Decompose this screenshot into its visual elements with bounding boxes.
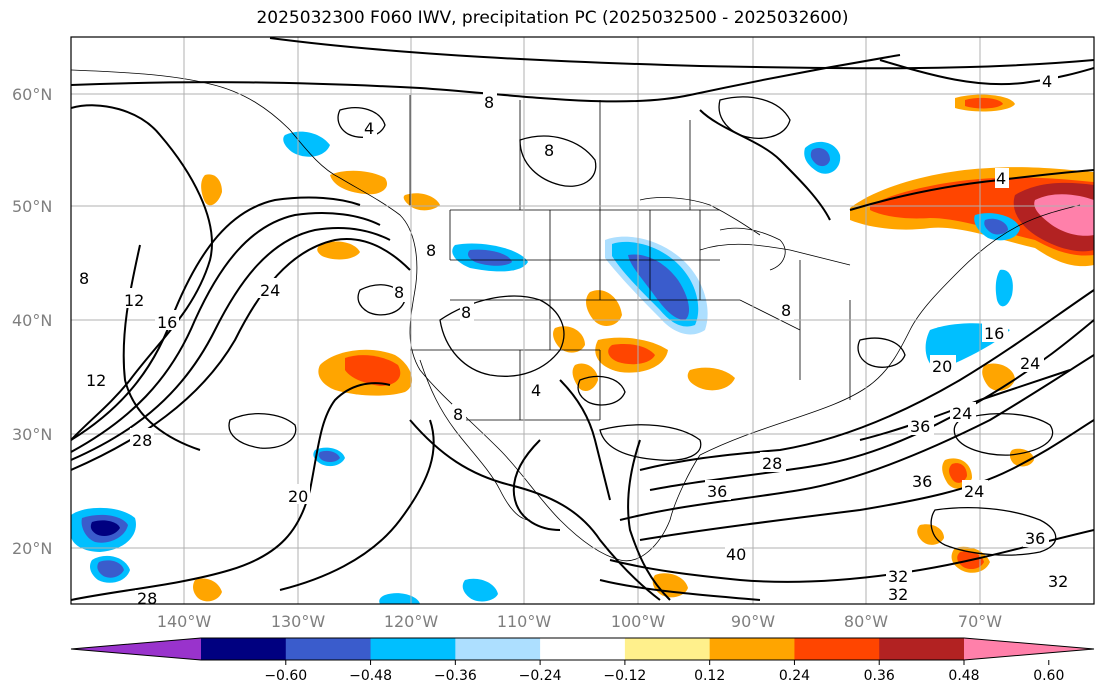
contour-label: 8 (453, 405, 463, 424)
contour-label: 36 (910, 417, 930, 436)
lat-label: 20°N (12, 539, 52, 558)
lat-label: 30°N (12, 425, 52, 444)
contour-label: 8 (544, 141, 554, 160)
contour-label: 16 (984, 324, 1004, 343)
colorbar-segment (285, 638, 372, 660)
colorbar-tick-label: 0.24 (779, 668, 810, 684)
colorbar-segment (370, 638, 456, 660)
contour-label: 32 (888, 567, 908, 586)
contour-label: 8 (461, 303, 471, 322)
contour-label: 28 (137, 589, 157, 608)
contour-label: 24 (260, 281, 280, 300)
contour-label: 24 (952, 404, 972, 423)
colorbar-tick-label: 0.12 (694, 668, 725, 684)
colorbar-extend-max (964, 638, 1094, 660)
lat-label: 50°N (12, 197, 52, 216)
lat-label: 40°N (12, 311, 52, 330)
lon-label: 100°W (611, 612, 666, 631)
colorbar-segment (709, 638, 795, 660)
colorbar-tick-label: 0.36 (864, 668, 895, 684)
colorbar-tick-label: −0.36 (434, 668, 477, 684)
colorbar-segment (201, 638, 287, 660)
contour-label: 32 (1048, 572, 1068, 591)
contour-label: 20 (932, 357, 952, 376)
lon-label: 70°W (958, 612, 1002, 631)
lon-label: 140°W (157, 612, 212, 631)
lon-label: 80°W (844, 612, 888, 631)
contour-label: 8 (394, 283, 404, 302)
colorbar-segment (455, 638, 541, 660)
lon-label: 130°W (271, 612, 326, 631)
contour-label: 4 (364, 119, 374, 138)
colorbar-tick-label: 0.48 (948, 668, 979, 684)
colorbar-segment (540, 638, 626, 660)
colorbar-tick-label: 0.60 (1033, 668, 1064, 684)
colorbar-tick-label: −0.60 (264, 668, 307, 684)
colorbar-outline (70, 637, 1095, 661)
lon-label: 110°W (497, 612, 552, 631)
map-plot-area: 4 8 8 8 8 8 8 8 8 4 4 4 12 12 (71, 37, 1094, 608)
contour-label: 8 (781, 301, 791, 320)
contour-label: 32 (888, 585, 908, 604)
colorbar-extend-min (71, 638, 201, 660)
colorbar-tick-label: −0.24 (519, 668, 562, 684)
colorbar-tick-label: −0.48 (349, 668, 392, 684)
lon-label: 90°W (731, 612, 775, 631)
contour-label: 28 (762, 454, 782, 473)
contour-label: 4 (1042, 72, 1052, 91)
colorbar-tick-label: −0.12 (603, 668, 646, 684)
plot-frame (70, 36, 1095, 605)
lon-label: 120°W (384, 612, 439, 631)
contour-label: 16 (157, 313, 177, 332)
colorbar-segment (879, 638, 965, 660)
latitude-labels: 60°N 50°N 40°N 30°N 20°N (12, 85, 52, 558)
contour-label: 24 (964, 482, 984, 501)
colorbar: −0.60 −0.48 −0.36 −0.24 −0.12 0.12 0.24 0.36 0.4… (70, 637, 1095, 684)
contour-label: 36 (707, 482, 727, 501)
contour-label: 28 (132, 431, 152, 450)
contour-label: 8 (484, 93, 494, 112)
geographic-boundaries (71, 69, 1081, 562)
contour-label: 12 (124, 291, 144, 310)
contour-label: 24 (1020, 354, 1040, 373)
colorbar-segment (794, 638, 880, 660)
lat-label: 60°N (12, 85, 52, 104)
contour-label: 12 (86, 371, 106, 390)
contour-label: 36 (912, 472, 932, 491)
contour-label: 8 (79, 269, 89, 288)
colorbar-segment (624, 638, 711, 660)
contour-label: 20 (288, 487, 308, 506)
contour-label: 4 (996, 169, 1006, 188)
contour-label: 8 (426, 241, 436, 260)
contour-label: 4 (531, 381, 541, 400)
contour-label: 40 (726, 545, 746, 564)
longitude-labels: 140°W 130°W 120°W 110°W 100°W 90°W 80°W … (157, 612, 1002, 631)
contour-label: 36 (1025, 529, 1045, 548)
map-title: 2025032300 F060 IWV, precipitation PC (2… (256, 8, 849, 28)
contour-label-group: 4 8 8 8 8 8 8 8 8 4 4 4 12 12 (78, 70, 1072, 608)
